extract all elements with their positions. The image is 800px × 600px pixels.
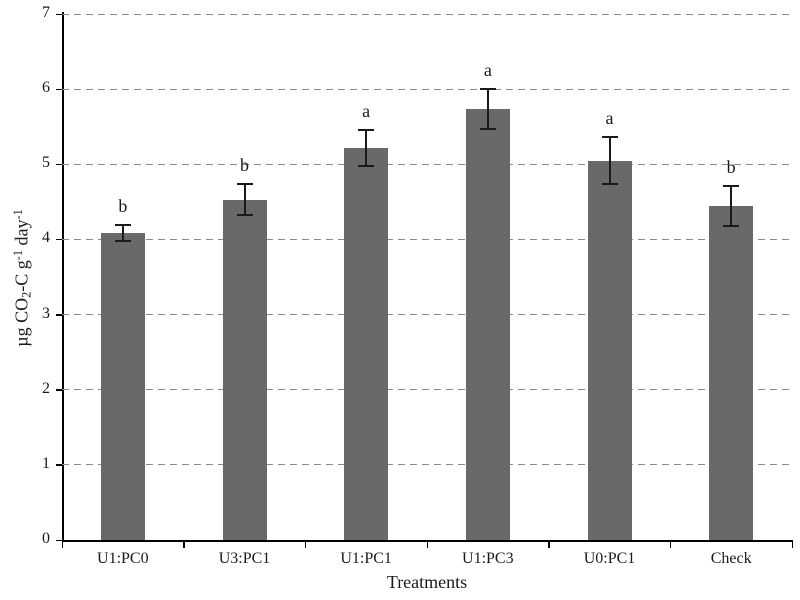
error-bar-top-cap (114, 224, 131, 227)
x-axis-title: Treatments (386, 572, 468, 592)
x-tick-label: U1:PC3 (462, 550, 514, 567)
x-axis-line (62, 540, 793, 542)
x-tick-mark (669, 542, 672, 548)
significance-letter: a (362, 100, 371, 121)
x-tick-label: U1:PC0 (97, 550, 149, 567)
error-bar-bottom-cap (114, 240, 131, 243)
y-axis-line (62, 12, 64, 542)
y-tick-label: 5 (42, 154, 50, 172)
error-bar-line (365, 128, 368, 167)
x-tick-mark (304, 542, 307, 548)
significance-letter: b (240, 155, 249, 176)
y-tick-label: 3 (42, 304, 50, 322)
y-axis-title-subscript: 2 (19, 291, 34, 298)
bar (344, 147, 389, 540)
gridline (62, 163, 792, 165)
gridline (62, 314, 792, 316)
bar (709, 205, 754, 540)
y-tick-mark (56, 163, 62, 166)
x-tick-mark (791, 542, 793, 548)
y-tick-label: 1 (42, 454, 50, 472)
error-bar-top-cap (601, 136, 618, 139)
significance-letter: a (483, 60, 492, 81)
y-tick-label: 7 (42, 4, 50, 21)
bar (222, 199, 267, 540)
error-bar-line (243, 183, 246, 217)
y-axis-title-superscript: -1 (11, 250, 25, 261)
bar (587, 160, 632, 540)
error-bar-line (730, 184, 733, 227)
y-tick-label: 2 (42, 379, 50, 397)
error-bar-top-cap (479, 88, 496, 91)
gridline (62, 13, 792, 15)
gridline (62, 464, 792, 466)
y-tick-mark (56, 539, 62, 541)
error-bar-bottom-cap (358, 164, 375, 167)
x-tick-label: U1:PC1 (340, 550, 392, 567)
gridline (62, 88, 792, 90)
error-bar-line (608, 136, 611, 185)
y-tick-mark (56, 314, 62, 316)
x-tick-mark (548, 542, 550, 548)
y-tick-mark (56, 88, 62, 91)
bar (100, 233, 145, 540)
gridline (62, 238, 792, 240)
y-tick-label: 0 (42, 530, 50, 547)
error-bar-bottom-cap (723, 224, 740, 227)
error-bar-bottom-cap (479, 128, 496, 131)
y-tick-label: 4 (42, 229, 50, 247)
error-bar-top-cap (723, 184, 740, 187)
error-bar-top-cap (358, 128, 375, 131)
error-bar-bottom-cap (601, 182, 618, 185)
y-tick-mark (56, 238, 62, 241)
significance-letter: a (605, 108, 614, 129)
gridline (62, 389, 792, 391)
x-tick-label: U0:PC1 (583, 550, 636, 567)
y-axis-title-superscript: -1 (11, 209, 25, 220)
y-axis-title-part: -C g (11, 260, 32, 292)
x-tick-mark (61, 542, 63, 548)
significance-letter: b (118, 196, 128, 217)
x-tick-label: Check (710, 550, 752, 567)
y-tick-mark (56, 389, 62, 391)
bar (465, 109, 510, 540)
error-bar-bottom-cap (236, 214, 253, 217)
x-tick-label: U3:PC1 (218, 550, 271, 567)
x-tick-mark (426, 542, 428, 548)
y-tick-mark (56, 13, 62, 15)
error-bar-line (121, 224, 124, 243)
y-tick-mark (56, 464, 62, 466)
error-bar-top-cap (236, 183, 253, 186)
x-tick-mark (183, 542, 185, 548)
significance-letter: b (726, 156, 736, 177)
y-tick-label: 6 (42, 79, 50, 97)
error-bar-line (486, 88, 489, 131)
